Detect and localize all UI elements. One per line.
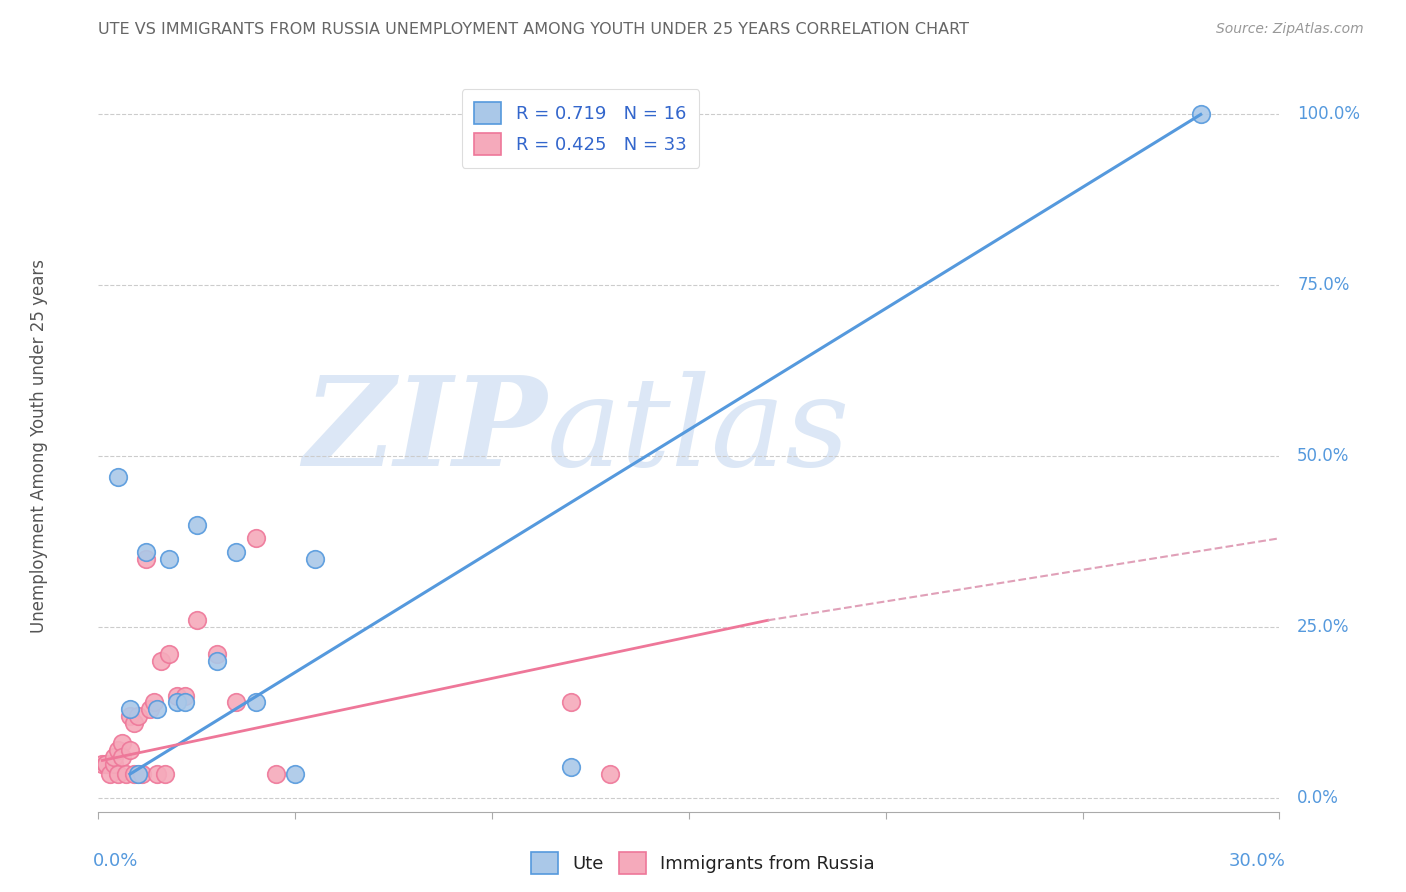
Point bbox=[146, 702, 169, 716]
Point bbox=[174, 695, 197, 709]
Point bbox=[245, 531, 267, 545]
Point bbox=[118, 709, 141, 723]
Point bbox=[264, 767, 287, 781]
Text: 50.0%: 50.0% bbox=[1298, 447, 1350, 466]
Point bbox=[135, 545, 157, 559]
Point bbox=[146, 767, 169, 781]
Text: 75.0%: 75.0% bbox=[1298, 277, 1350, 294]
Point bbox=[205, 654, 228, 668]
Point bbox=[560, 760, 582, 774]
Point bbox=[560, 695, 582, 709]
Point bbox=[1189, 107, 1212, 121]
Point bbox=[186, 613, 208, 627]
Point bbox=[115, 767, 138, 781]
Point bbox=[155, 767, 177, 781]
Point bbox=[107, 767, 129, 781]
Point bbox=[225, 545, 247, 559]
Point bbox=[111, 750, 134, 764]
Point bbox=[103, 756, 125, 771]
Point bbox=[142, 695, 165, 709]
Point bbox=[96, 756, 118, 771]
Point bbox=[135, 551, 157, 566]
Point bbox=[186, 517, 208, 532]
Text: ZIP: ZIP bbox=[304, 370, 547, 492]
Point bbox=[225, 695, 247, 709]
Point bbox=[107, 743, 129, 757]
Point bbox=[118, 743, 141, 757]
Point bbox=[174, 689, 197, 703]
Text: Unemployment Among Youth under 25 years: Unemployment Among Youth under 25 years bbox=[31, 259, 48, 633]
Point bbox=[127, 709, 149, 723]
Text: atlas: atlas bbox=[547, 370, 851, 492]
Point bbox=[166, 689, 188, 703]
Point bbox=[98, 767, 121, 781]
Point bbox=[127, 767, 149, 781]
Point bbox=[91, 756, 114, 771]
Legend: Ute, Immigrants from Russia: Ute, Immigrants from Russia bbox=[524, 845, 882, 881]
Point bbox=[138, 702, 160, 716]
Point bbox=[157, 551, 180, 566]
Point bbox=[166, 695, 188, 709]
Point bbox=[122, 715, 145, 730]
Text: 100.0%: 100.0% bbox=[1298, 105, 1360, 123]
Point bbox=[205, 648, 228, 662]
Text: 25.0%: 25.0% bbox=[1298, 618, 1350, 636]
Text: 0.0%: 0.0% bbox=[93, 852, 138, 870]
Point bbox=[107, 469, 129, 483]
Text: 30.0%: 30.0% bbox=[1229, 852, 1285, 870]
Legend: R = 0.719   N = 16, R = 0.425   N = 33: R = 0.719 N = 16, R = 0.425 N = 33 bbox=[461, 89, 699, 168]
Point bbox=[157, 648, 180, 662]
Point bbox=[118, 702, 141, 716]
Point bbox=[96, 756, 118, 771]
Point bbox=[103, 750, 125, 764]
Point bbox=[122, 767, 145, 781]
Text: Source: ZipAtlas.com: Source: ZipAtlas.com bbox=[1216, 22, 1364, 37]
Text: 0.0%: 0.0% bbox=[1298, 789, 1339, 807]
Point bbox=[245, 695, 267, 709]
Point bbox=[131, 767, 153, 781]
Point bbox=[304, 551, 326, 566]
Text: UTE VS IMMIGRANTS FROM RUSSIA UNEMPLOYMENT AMONG YOUTH UNDER 25 YEARS CORRELATIO: UTE VS IMMIGRANTS FROM RUSSIA UNEMPLOYME… bbox=[98, 22, 969, 37]
Point bbox=[150, 654, 173, 668]
Point bbox=[599, 767, 621, 781]
Point bbox=[111, 736, 134, 750]
Point bbox=[284, 767, 307, 781]
